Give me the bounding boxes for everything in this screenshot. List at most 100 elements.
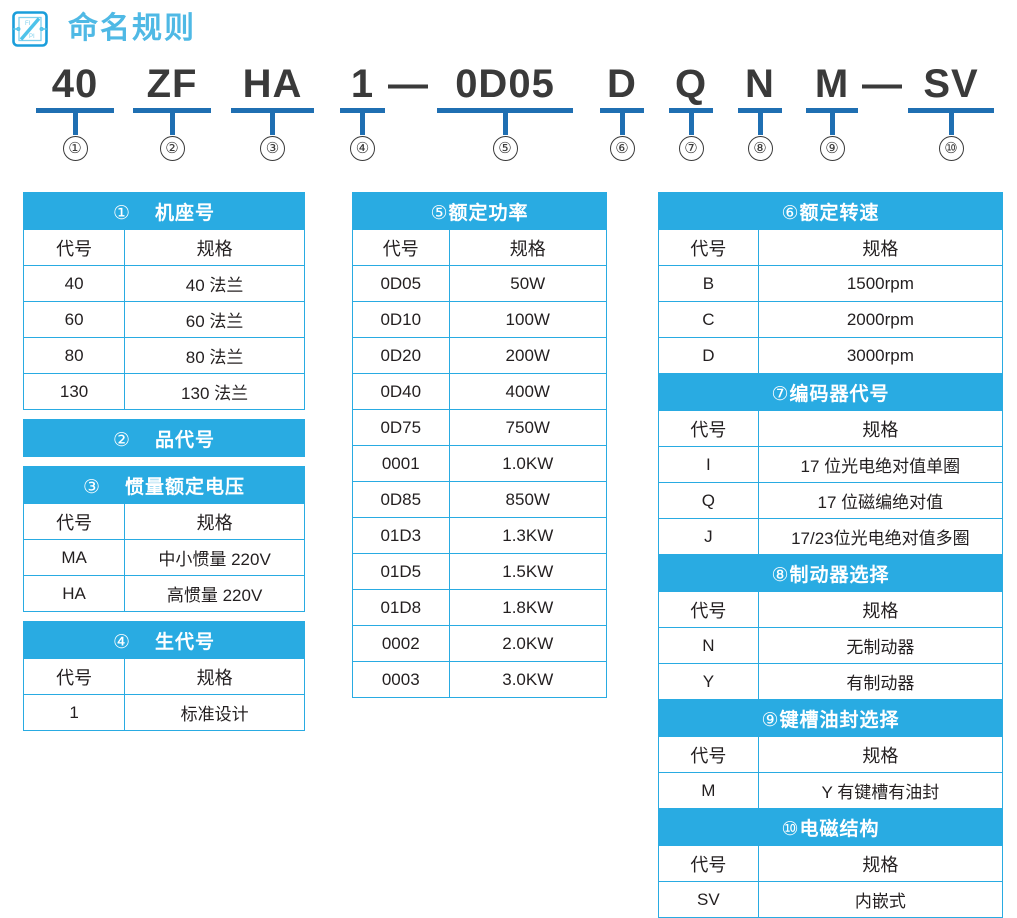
section-header-row: ⑦编码器代号 <box>658 373 1003 411</box>
table-row: 01D5 1.5KW <box>352 553 608 590</box>
cell-code: 0D05 <box>352 265 450 302</box>
cell-code: 01D5 <box>352 553 450 590</box>
code-segment-1: 40 ① <box>36 62 114 161</box>
cell-spec: 850W <box>448 481 608 518</box>
code-segment-7-index: ⑦ <box>678 136 704 161</box>
cell-spec: 100W <box>448 301 608 338</box>
table-row: B 1500rpm <box>658 265 1004 302</box>
cell-spec: 1.0KW <box>448 445 608 482</box>
cell-spec: 17/23位光电绝对值多圈 <box>757 518 1004 555</box>
column-header-spec: 规格 <box>448 229 608 266</box>
code-segment-8-text: N <box>745 62 775 106</box>
section-index: ② <box>112 429 152 451</box>
code-segment-3: HA ③ <box>231 62 314 161</box>
table-row: 80 80 法兰 <box>22 337 305 374</box>
table-row: 01D8 1.8KW <box>352 589 608 626</box>
code-segment-6: D ⑥ <box>600 62 644 161</box>
page-header: FI PI 命名规则 <box>0 0 196 58</box>
cell-spec: 高惯量 220V <box>124 575 305 612</box>
column-header-code: 代号 <box>658 591 759 628</box>
table-row: I 17 位光电绝对值单圈 <box>658 446 1004 483</box>
table-row: Y 有制动器 <box>658 663 1004 700</box>
cell-spec: 1.5KW <box>448 553 608 590</box>
cell-code: 0D20 <box>352 337 450 374</box>
code-segment-2: ZF ② <box>133 62 211 161</box>
cell-code: 0D85 <box>352 481 450 518</box>
code-segment-9-index: ⑨ <box>819 136 845 161</box>
cell-spec: 3.0KW <box>448 661 608 698</box>
code-segment-4-bar <box>340 108 385 113</box>
spec-column-right: ⑥额定转速 代号 规格 B 1500rpm C 2000rpm D 3000rpm ⑦编码器代号代… <box>658 192 1004 918</box>
cell-spec: 80 法兰 <box>124 337 305 374</box>
cell-spec: 无制动器 <box>757 627 1004 664</box>
section-header-row: ⑨键槽油封选择 <box>658 699 1003 737</box>
column-header-code: 代号 <box>658 229 759 266</box>
code-separator-2: — <box>862 62 902 106</box>
section-title-text: 额定功率 <box>448 202 529 224</box>
svg-text:PI: PI <box>29 34 35 40</box>
cell-spec: 17 位光电绝对值单圈 <box>757 446 1004 483</box>
code-segment-2-stem <box>169 113 175 135</box>
table-row: N 无制动器 <box>658 627 1004 664</box>
column-header-row: 代号 规格 <box>22 503 305 540</box>
code-segment-9-bar <box>806 108 858 113</box>
cell-spec: 2000rpm <box>757 301 1004 338</box>
code-segment-2-bar <box>133 108 211 113</box>
code-segment-6-index: ⑥ <box>609 136 635 161</box>
cell-code: 1 <box>22 694 126 731</box>
section-index: ⑩ <box>781 818 800 840</box>
column-header-spec: 规格 <box>757 410 1004 447</box>
code-separator-1: — <box>388 62 428 106</box>
cell-code: 0D10 <box>352 301 450 338</box>
table-row: 0003 3.0KW <box>352 661 608 698</box>
code-segment-4: 1 ④ <box>340 62 385 161</box>
cell-spec: Y 有键槽有油封 <box>757 772 1004 809</box>
cell-code: C <box>658 301 759 338</box>
cell-spec: 50W <box>448 265 608 302</box>
model-code-diagram: 40 ① ZF ② HA ③ 1 ④ — 0D05 ⑤ D ⑥ <box>0 62 1017 177</box>
section-title-text: 生代号 <box>155 631 216 653</box>
table-row: 0D20 200W <box>352 337 608 374</box>
cell-code: SV <box>658 881 759 918</box>
code-segment-4-stem <box>360 113 365 135</box>
code-segment-5-index: ⑤ <box>492 136 518 161</box>
table-row: 0002 2.0KW <box>352 625 608 662</box>
spec-table: ⑥额定转速 代号 规格 B 1500rpm C 2000rpm D 3000rpm ⑦编码器代号代… <box>658 192 1004 918</box>
code-segment-5: 0D05 ⑤ <box>437 62 573 161</box>
column-header-code: 代号 <box>22 229 126 266</box>
code-segment-5-text: 0D05 <box>455 62 555 106</box>
section-index: ④ <box>112 631 152 653</box>
cell-code: N <box>658 627 759 664</box>
code-segment-10-stem <box>948 113 954 135</box>
cell-spec: 400W <box>448 373 608 410</box>
table-row: MA 中小惯量 220V <box>22 539 305 576</box>
cell-spec: 2.0KW <box>448 625 608 662</box>
column-header-spec: 规格 <box>124 658 305 695</box>
code-segment-8-index: ⑧ <box>747 136 773 161</box>
code-segment-2-text: ZF <box>146 62 198 106</box>
column-header-row: 代号 规格 <box>658 591 1004 628</box>
column-header-row: 代号 规格 <box>352 229 608 266</box>
code-segment-4-text: 1 <box>350 62 375 106</box>
code-segment-4-index: ④ <box>350 136 375 161</box>
column-header-spec: 规格 <box>757 229 1004 266</box>
code-segment-1-stem <box>72 113 78 135</box>
cell-code: 01D3 <box>352 517 450 554</box>
section-gap <box>23 410 305 419</box>
cell-spec: 3000rpm <box>757 337 1004 374</box>
column-header-spec: 规格 <box>757 591 1004 628</box>
cell-code: I <box>658 446 759 483</box>
section-title-text: 惯量额定电压 <box>125 476 246 498</box>
table-row: J 17/23位光电绝对值多圈 <box>658 518 1004 555</box>
code-segment-3-stem <box>270 113 275 135</box>
code-segment-5-stem <box>502 113 508 135</box>
section-title: ② 品代号 <box>23 419 305 457</box>
spec-table: ① 机座号 代号 规格 40 40 法兰 60 60 法兰 80 80 法兰 130 130 法兰 <box>22 192 305 410</box>
section-title-text: 额定转速 <box>799 202 880 224</box>
cell-code: 80 <box>22 337 126 374</box>
section-title: ⑦编码器代号 <box>658 373 1003 411</box>
table-row: SV 内嵌式 <box>658 881 1004 918</box>
section-title: ⑤额定功率 <box>352 192 607 230</box>
cell-spec: 130 法兰 <box>124 373 305 410</box>
code-segment-2-index: ② <box>159 136 185 161</box>
